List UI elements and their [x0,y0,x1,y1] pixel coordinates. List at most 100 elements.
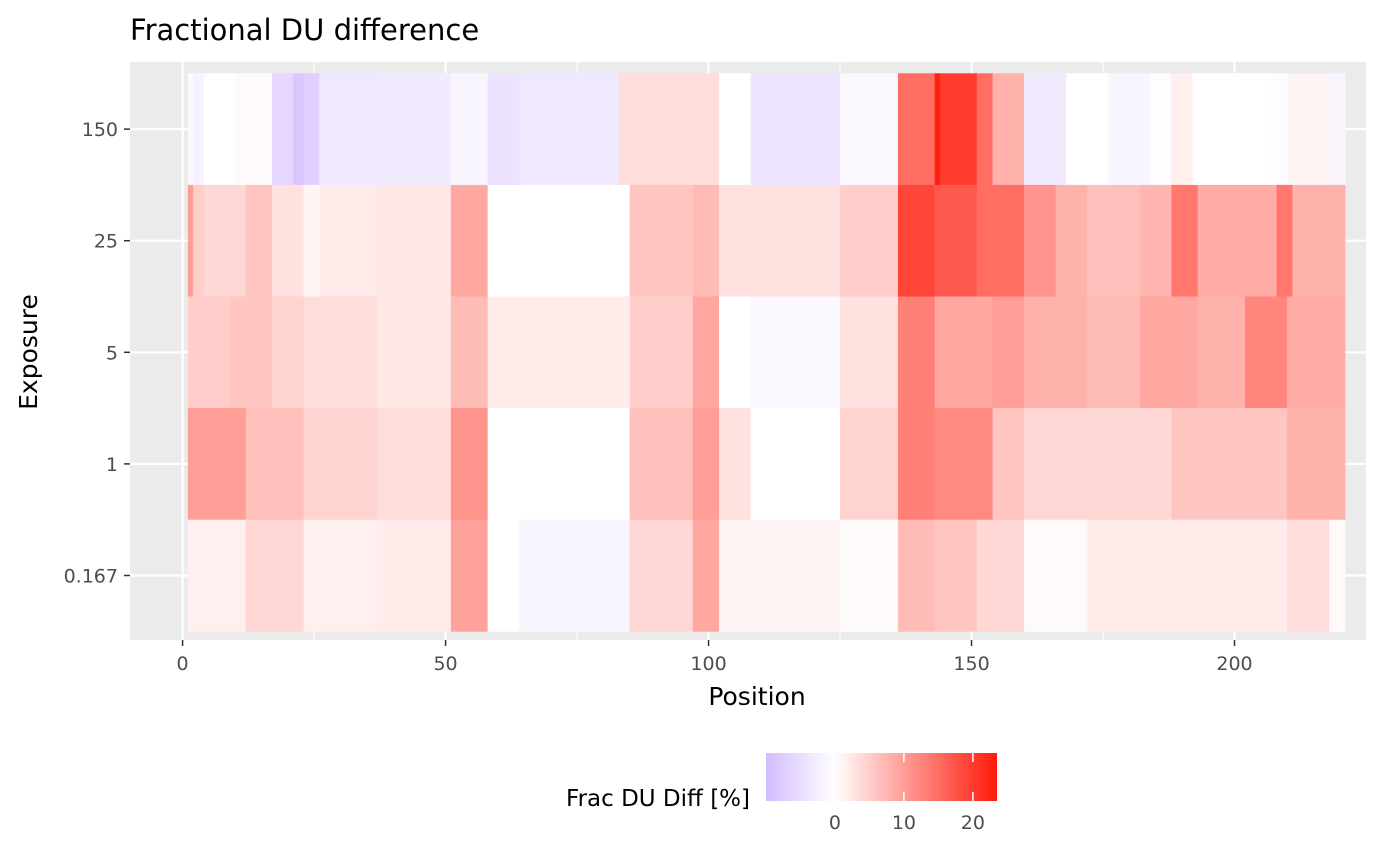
heatmap-tile [203,184,247,297]
heatmap-tile [1139,296,1199,409]
heatmap-tile [303,408,378,521]
heatmap-tile [187,73,194,186]
heatmap-tile [519,519,631,632]
heatmap-tile [1024,296,1088,409]
heatmap-tile [377,296,452,409]
color-legend: Frac DU Diff [%] 0 10 20 [566,753,997,834]
heatmap-tile [992,408,1025,521]
y-tick-label: 150 [82,119,118,141]
heatmap-tile [1292,184,1346,297]
chart-title: Fractional DU difference [130,13,479,47]
heatmap-tile [377,73,452,186]
heatmap-tile [934,408,993,521]
heatmap-tile [976,519,1025,632]
heatmap-tile [187,408,247,521]
y-tick-label: 0.167 [64,566,118,588]
heatmap-tile [303,519,378,632]
heatmap-tile [1192,73,1267,186]
heatmap-tiles [187,73,1346,632]
heatmap-tile [235,73,273,186]
heatmap-tile [1055,184,1088,297]
heatmap-tile [319,73,378,186]
x-tick-label: 200 [1216,653,1252,675]
y-tick-label: 5 [106,342,118,364]
heatmap-tile [272,184,304,297]
heatmap-tile [1087,519,1288,632]
heatmap-tile [840,296,899,409]
heatmap-tile [487,296,631,409]
y-axis-title: Exposure [14,294,43,410]
heatmap-tile [750,296,841,409]
heatmap-tile [897,73,936,186]
heatmap-tile [519,73,620,186]
heatmap-tile [934,184,978,297]
heatmap-tile [1171,73,1193,186]
heatmap-tile [1024,519,1088,632]
heatmap-tile [1197,296,1246,409]
heatmap-tile [203,73,236,186]
heatmap-tile [1329,73,1346,186]
heatmap-tile [897,519,936,632]
heatmap-tile [377,519,452,632]
heatmap-tile [692,408,720,521]
heatmap-tile [1245,296,1288,409]
heatmap-tile [1108,73,1151,186]
heatmap-tile [629,408,694,521]
heatmap-tile [1139,184,1172,297]
axes: 0 50 100 150 200 0.167 1 5 25 150 [64,119,1253,675]
heatmap-tile [272,73,294,186]
heatmap-tile [692,296,720,409]
legend-tick-label: 20 [961,812,985,834]
legend-tick-label: 0 [829,812,841,834]
heatmap-tile [245,519,304,632]
heatmap-tile [193,73,205,186]
x-tick-label: 50 [433,653,457,675]
legend-tick-label: 10 [892,812,916,834]
heatmap-tile [245,408,304,521]
heatmap-tile [719,184,841,297]
heatmap-tile [450,519,489,632]
heatmap-tile [719,296,752,409]
heatmap-tile [1276,184,1293,297]
heatmap-tile [293,73,304,186]
heatmap-tile [1087,296,1141,409]
heatmap-tile [934,296,993,409]
heatmap-tile [1024,73,1067,186]
heatmap-tile [619,73,720,186]
heatmap-tile [976,73,993,186]
heatmap-tile [719,73,752,186]
heatmap-tile [1329,519,1346,632]
x-tick-label: 0 [177,653,189,675]
heatmap-tile [1066,73,1109,186]
heatmap-tile [1087,184,1141,297]
heatmap-tile [450,408,489,521]
heatmap-tile [840,73,899,186]
heatmap-tile [303,184,320,297]
heatmap-tile [934,519,978,632]
heatmap-tile [1287,296,1346,409]
heatmap-tile [750,408,841,521]
heatmap-tile [303,296,378,409]
heatmap-tile [377,408,452,521]
heatmap-tile [1287,519,1330,632]
legend-colorbar [766,753,997,801]
heatmap-tile [939,73,978,186]
x-tick-label: 150 [953,653,989,675]
heatmap-tile [487,184,631,297]
heatmap-tile [840,408,899,521]
heatmap-tile [377,184,452,297]
heatmap-tile [187,296,194,409]
heatmap-tile [272,296,304,409]
y-tick-label: 25 [94,231,118,253]
x-axis-title: Position [708,682,805,711]
heatmap-tile [719,519,841,632]
heatmap-tile [1287,408,1346,521]
heatmap-tile [1024,184,1057,297]
heatmap-tile [319,184,378,297]
heatmap-tile [450,296,489,409]
heatmap-tile [976,184,1025,297]
heatmap-tile [692,519,720,632]
heatmap-tile [629,184,694,297]
heatmap-tile [193,296,231,409]
